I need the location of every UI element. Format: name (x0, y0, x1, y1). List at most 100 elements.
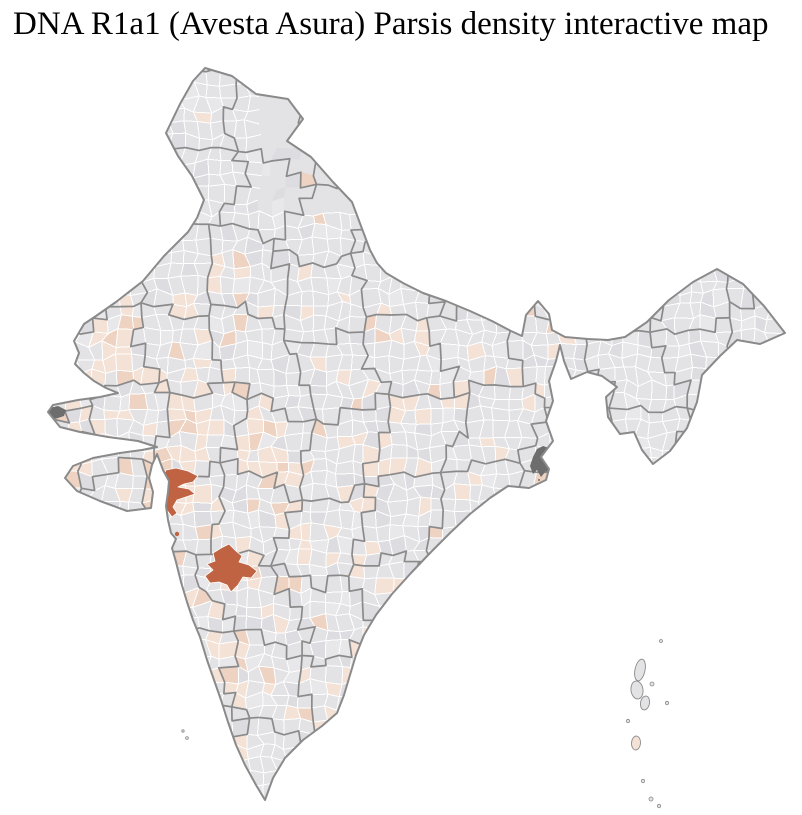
district-cell[interactable] (63, 301, 83, 320)
district-cell[interactable] (364, 159, 382, 175)
district-cell[interactable] (573, 226, 588, 244)
district-cell[interactable] (769, 733, 779, 752)
district-cell[interactable] (51, 717, 70, 735)
district-cell[interactable] (324, 773, 341, 787)
district-cell[interactable] (778, 589, 796, 603)
district-cell[interactable] (482, 275, 497, 293)
district-cell[interactable] (349, 666, 369, 680)
district-cell[interactable] (623, 249, 641, 268)
district-cell[interactable] (582, 629, 602, 642)
district-cell[interactable] (52, 249, 66, 269)
district-cell[interactable] (609, 198, 626, 214)
district-cell[interactable] (777, 353, 792, 373)
district-cell[interactable] (118, 110, 133, 122)
district-cell[interactable] (766, 616, 783, 633)
district-cell[interactable] (778, 691, 794, 711)
district-cell[interactable] (559, 239, 576, 255)
district-cell[interactable] (155, 615, 169, 634)
district-cell[interactable] (532, 112, 548, 124)
district-cell[interactable] (561, 771, 574, 791)
district-cell[interactable] (426, 574, 447, 595)
district-cell[interactable] (752, 795, 770, 811)
district-cell[interactable] (116, 550, 134, 567)
district-cell[interactable] (754, 379, 770, 397)
district-cell[interactable] (532, 704, 548, 723)
district-cell[interactable] (183, 704, 200, 724)
high-density-metro-dot[interactable] (174, 531, 180, 537)
district-cell[interactable] (791, 769, 802, 786)
district-cell[interactable] (516, 720, 534, 738)
district-cell[interactable] (599, 692, 617, 708)
district-cell[interactable] (509, 248, 521, 269)
district-cell[interactable] (416, 68, 432, 87)
district-cell[interactable] (380, 615, 390, 630)
district-cell[interactable] (741, 55, 757, 75)
district-cell[interactable] (569, 523, 589, 542)
district-cell[interactable] (766, 654, 782, 671)
district-cell[interactable] (439, 794, 460, 812)
island[interactable] (633, 658, 647, 682)
district-cell[interactable] (543, 705, 565, 723)
district-cell[interactable] (75, 508, 95, 529)
district-cell[interactable] (764, 289, 785, 308)
district-cell[interactable] (141, 749, 160, 761)
district-cell[interactable] (431, 106, 447, 126)
district-cell[interactable] (327, 119, 339, 136)
district-cell[interactable] (673, 486, 691, 502)
district-cell[interactable] (718, 574, 732, 594)
district-cell[interactable] (310, 801, 327, 815)
district-cell[interactable] (340, 94, 352, 113)
district-cell[interactable] (612, 93, 629, 109)
district-cell[interactable] (561, 252, 572, 270)
district-cell[interactable] (115, 346, 133, 355)
district-cell[interactable] (621, 639, 641, 657)
district-cell[interactable] (637, 553, 650, 565)
district-cell[interactable] (636, 277, 655, 294)
district-cell[interactable] (495, 496, 512, 516)
district-cell[interactable] (374, 137, 390, 151)
district-cell[interactable] (792, 333, 802, 344)
district-cell[interactable] (569, 447, 589, 462)
district-cell[interactable] (583, 133, 602, 150)
district-cell[interactable] (439, 83, 459, 101)
district-cell[interactable] (439, 615, 460, 634)
district-cell[interactable] (64, 57, 83, 71)
district-cell[interactable] (570, 175, 585, 189)
district-cell[interactable] (427, 236, 446, 251)
district-cell[interactable] (516, 704, 538, 723)
district-cell[interactable] (103, 691, 120, 710)
district-cell[interactable] (661, 744, 680, 765)
district-cell[interactable] (582, 706, 602, 724)
district-cell[interactable] (766, 472, 783, 491)
district-cell[interactable] (558, 680, 578, 693)
district-cell[interactable] (724, 561, 744, 581)
district-cell[interactable] (128, 393, 149, 411)
district-cell[interactable] (284, 54, 303, 71)
island[interactable] (631, 735, 641, 751)
district-cell[interactable] (794, 656, 802, 670)
district-cell[interactable] (703, 162, 717, 179)
district-cell[interactable] (492, 56, 509, 70)
district-cell[interactable] (704, 574, 721, 594)
district-cell[interactable] (480, 795, 495, 814)
district-cell[interactable] (430, 407, 444, 425)
district-cell[interactable] (790, 98, 802, 113)
district-cell[interactable] (440, 124, 460, 140)
district-cell[interactable] (523, 145, 538, 163)
district-cell[interactable] (543, 640, 560, 657)
district-cell[interactable] (428, 80, 447, 101)
district-cell[interactable] (128, 576, 145, 595)
district-cell[interactable] (611, 249, 625, 270)
district-cell[interactable] (156, 408, 169, 423)
district-cell[interactable] (309, 782, 326, 802)
district-cell[interactable] (51, 619, 66, 633)
district-cell[interactable] (388, 744, 408, 761)
district-cell[interactable] (608, 784, 626, 800)
district-cell[interactable] (702, 719, 717, 738)
district-cell[interactable] (534, 743, 551, 760)
district-cell[interactable] (556, 458, 573, 474)
district-cell[interactable] (639, 629, 654, 646)
district-cell[interactable] (454, 210, 472, 228)
district-cell[interactable] (116, 730, 131, 749)
